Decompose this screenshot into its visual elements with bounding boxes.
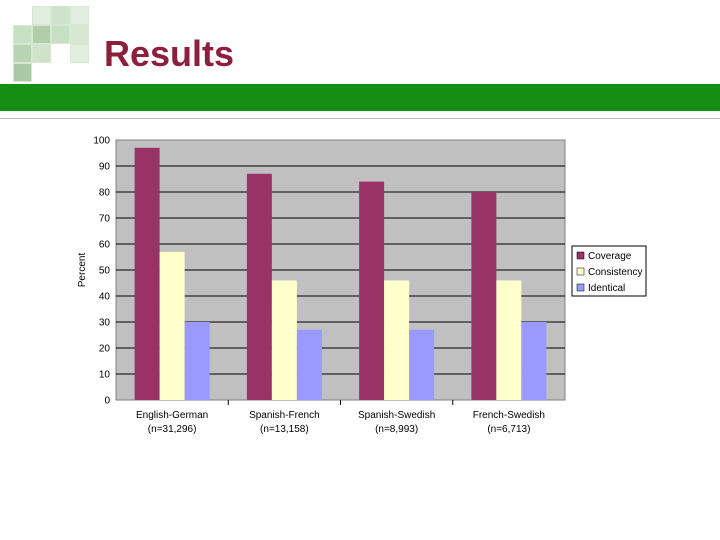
y-tick-label: 40 bbox=[99, 292, 111, 303]
header-band bbox=[0, 84, 720, 111]
legend-swatch-consistency bbox=[576, 267, 585, 276]
y-axis-label: Percent bbox=[77, 253, 88, 288]
bar-consistency bbox=[271, 280, 297, 400]
bar-coverage bbox=[246, 173, 272, 400]
legend: Coverage Consistency Identical bbox=[571, 245, 647, 297]
y-tick-label: 90 bbox=[99, 162, 111, 173]
legend-swatch-identical bbox=[576, 283, 585, 292]
legend-label-identical: Identical bbox=[588, 283, 625, 294]
x-category-label: English-German bbox=[136, 410, 208, 421]
y-tick-label: 30 bbox=[99, 318, 111, 329]
legend-box bbox=[571, 245, 647, 297]
legend-label-consistency: Consistency bbox=[588, 267, 642, 278]
bar-identical bbox=[409, 329, 435, 400]
x-category-sublabel: (n=6,713) bbox=[487, 424, 530, 435]
bar-coverage bbox=[134, 147, 160, 400]
y-tick-label: 50 bbox=[99, 266, 111, 277]
bar-series bbox=[134, 147, 547, 400]
bar-identical bbox=[521, 322, 547, 400]
y-tick-label: 0 bbox=[104, 396, 110, 407]
legend-swatch-coverage bbox=[576, 251, 585, 260]
x-category-sublabel: (n=13,158) bbox=[260, 424, 309, 435]
y-tick-label: 80 bbox=[99, 188, 111, 199]
header-divider bbox=[0, 118, 720, 119]
y-tick-label: 100 bbox=[93, 136, 110, 147]
bar-coverage bbox=[359, 181, 385, 400]
y-tick-label: 60 bbox=[99, 240, 111, 251]
y-tick-label: 10 bbox=[99, 370, 111, 381]
slide-title: Results bbox=[104, 33, 235, 74]
bar-identical bbox=[296, 329, 322, 400]
bar-identical bbox=[184, 322, 210, 400]
logo-squares bbox=[0, 0, 100, 86]
x-category-label: Spanish-Swedish bbox=[358, 410, 435, 421]
legend-label-coverage: Coverage bbox=[588, 251, 632, 262]
x-category-label: French-Swedish bbox=[473, 410, 545, 421]
y-axis: 0 10 20 30 40 50 60 70 80 90 100 bbox=[93, 136, 110, 407]
bar-consistency bbox=[384, 280, 410, 400]
bar-consistency bbox=[496, 280, 522, 400]
x-category-sublabel: (n=31,296) bbox=[148, 424, 197, 435]
bar-consistency bbox=[159, 251, 185, 400]
y-tick-label: 20 bbox=[99, 344, 111, 355]
x-axis: English-German (n=31,296) Spanish-French (n… bbox=[136, 400, 545, 435]
x-category-label: Spanish-French bbox=[249, 410, 320, 421]
bar-coverage bbox=[471, 192, 497, 400]
y-tick-label: 70 bbox=[99, 214, 111, 225]
x-category-sublabel: (n=8,993) bbox=[375, 424, 418, 435]
